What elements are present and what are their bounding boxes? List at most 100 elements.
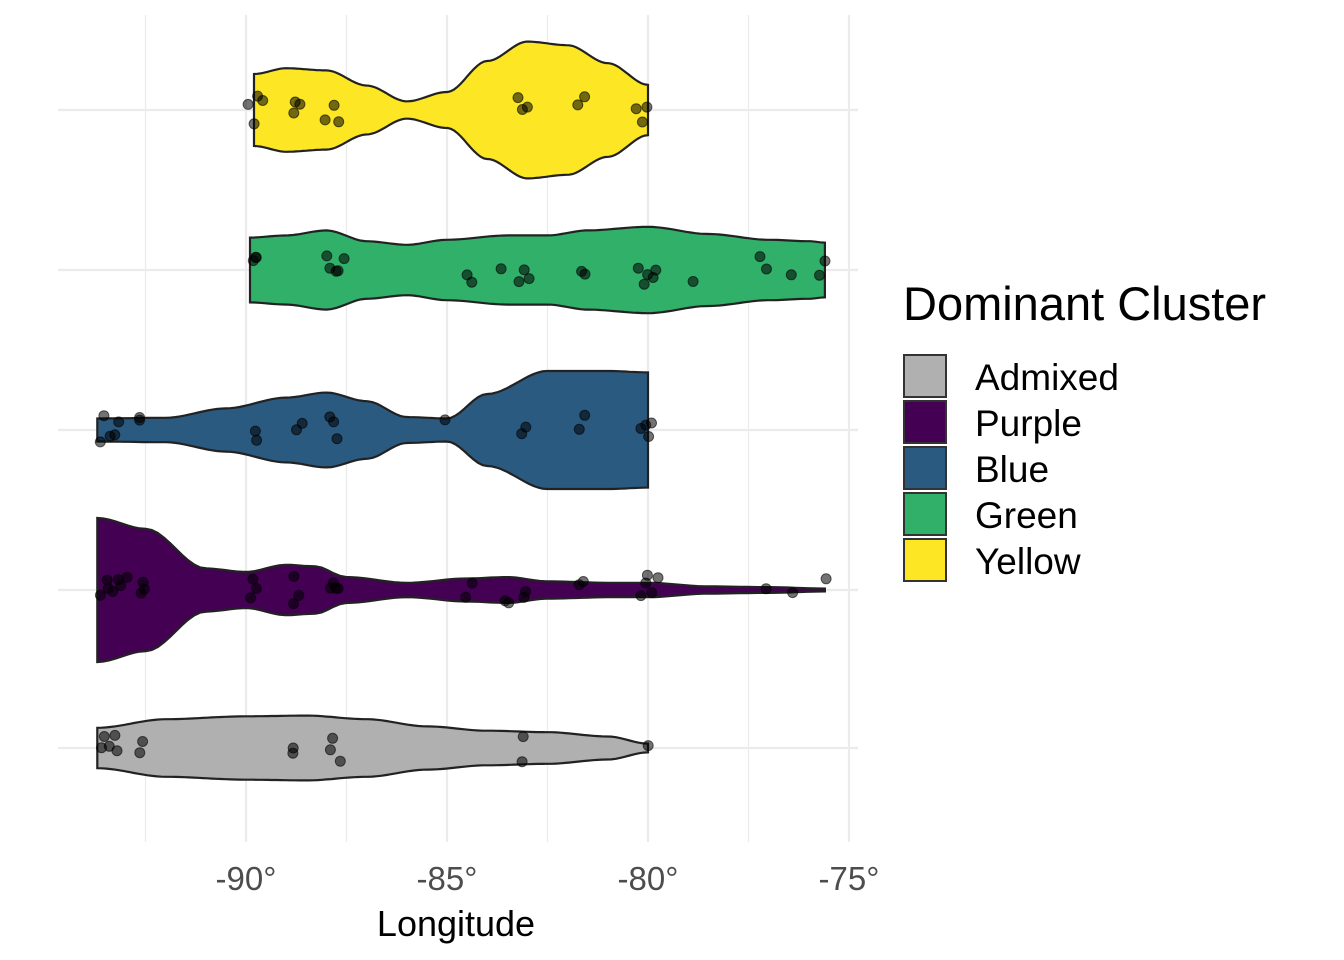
data-point-green [638, 278, 650, 290]
data-point-blue [109, 429, 121, 441]
legend-label-blue: Blue [975, 449, 1049, 490]
data-point-purple [245, 592, 257, 604]
data-point-admixed [517, 731, 529, 743]
legend-swatch-purple [903, 400, 947, 444]
data-point-blue [251, 434, 263, 446]
data-point-admixed [327, 732, 339, 744]
data-point-green [579, 268, 591, 280]
data-point-yellow [288, 107, 300, 119]
x-axis-title: Longitude [377, 903, 535, 944]
violins [96, 40, 826, 782]
legend-label-green: Green [975, 495, 1078, 536]
data-point-purple [646, 587, 658, 599]
data-point-yellow [248, 118, 260, 130]
data-point-blue [331, 433, 343, 445]
data-point-admixed [516, 756, 528, 768]
data-point-green [338, 253, 350, 265]
data-point-purple [121, 571, 133, 583]
data-point-purple [94, 589, 106, 601]
x-tick-label: -75° [819, 860, 880, 897]
data-point-purple [503, 597, 515, 609]
legend-label-admixed: Admixed [975, 357, 1119, 398]
data-point-purple [820, 573, 832, 585]
violin-yellow [252, 40, 650, 180]
data-point-yellow [333, 116, 345, 128]
data-point-blue [249, 425, 261, 437]
data-point-green [785, 269, 797, 281]
data-point-green [332, 265, 344, 277]
violin-green [248, 225, 826, 315]
data-point-green [247, 255, 259, 267]
data-point-purple [460, 591, 472, 603]
legend-swatch-green [903, 492, 947, 536]
data-point-purple [293, 589, 305, 601]
data-point-admixed [287, 747, 299, 759]
data-point-purple [327, 577, 339, 589]
data-point-yellow [242, 98, 254, 110]
data-point-green [513, 276, 525, 288]
data-point-blue [296, 417, 308, 429]
data-point-green [518, 264, 530, 276]
data-point-admixed [324, 744, 336, 756]
data-point-blue [573, 423, 585, 435]
data-point-blue [134, 412, 146, 423]
data-point-yellow [636, 116, 648, 128]
legend-swatch-admixed [903, 354, 947, 398]
x-axis-ticks: -90° -85° -80° -75° [216, 860, 880, 897]
data-point-purple [635, 590, 647, 602]
data-point-admixed [109, 729, 121, 741]
data-point-purple [641, 569, 653, 581]
violin-blue [96, 369, 650, 491]
legend-swatch-yellow [903, 538, 947, 582]
data-point-purple [115, 580, 127, 592]
data-point-purple [288, 598, 299, 610]
data-point-admixed [642, 740, 654, 752]
data-point-purple [520, 586, 531, 598]
data-point-green [466, 276, 478, 288]
data-point-yellow [257, 95, 269, 106]
data-point-green [819, 255, 831, 267]
data-point-purple [107, 585, 119, 597]
x-tick-label: -80° [618, 860, 679, 897]
data-point-green [632, 262, 644, 274]
data-point-yellow [579, 91, 591, 103]
data-point-purple [652, 572, 664, 584]
data-point-purple [787, 587, 799, 599]
data-point-green [650, 264, 662, 276]
jitter-points [94, 90, 832, 768]
data-point-blue [98, 410, 110, 422]
data-point-purple [466, 577, 478, 589]
data-point-admixed [137, 736, 149, 747]
data-point-green [761, 263, 772, 275]
data-point-green [321, 250, 333, 262]
data-point-admixed [111, 745, 123, 757]
x-tick-label: -85° [417, 860, 478, 897]
data-point-yellow [328, 99, 340, 111]
data-point-blue [643, 431, 655, 442]
data-point-green [754, 251, 766, 263]
data-point-yellow [572, 99, 584, 111]
violin-admixed [96, 714, 650, 782]
data-point-blue [439, 414, 451, 426]
data-point-yellow [641, 101, 653, 113]
data-point-purple [577, 576, 589, 587]
data-point-green [687, 276, 699, 287]
data-point-blue [646, 417, 657, 429]
legend-swatch-blue [903, 446, 947, 490]
legend-title: Dominant Cluster [903, 277, 1266, 330]
data-point-purple [288, 570, 300, 582]
x-tick-label: -90° [216, 860, 277, 897]
violin-purple [96, 516, 826, 664]
data-point-yellow [319, 114, 331, 126]
data-point-green [814, 269, 825, 281]
data-point-purple [247, 573, 259, 585]
legend: Dominant Cluster Admixed Purple Blue Green Y… [903, 277, 1266, 582]
data-point-admixed [134, 747, 146, 759]
data-point-blue [94, 436, 106, 448]
data-point-blue [520, 421, 532, 433]
data-point-blue [579, 409, 591, 421]
data-point-admixed [334, 755, 346, 767]
data-point-purple [135, 587, 147, 599]
data-point-yellow [294, 98, 306, 110]
